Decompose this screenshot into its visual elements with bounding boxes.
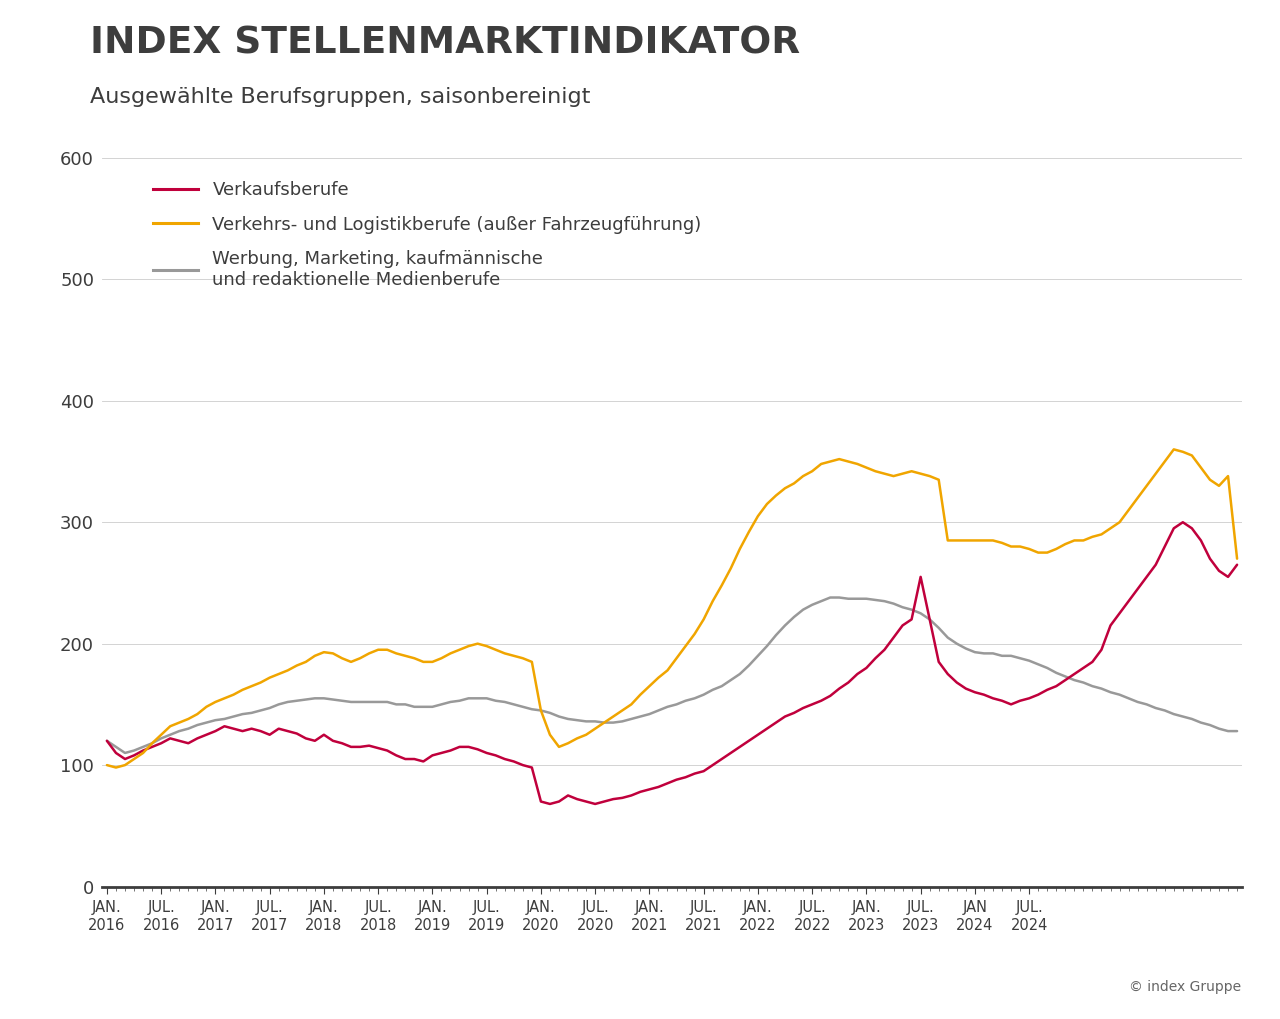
Text: Ausgewählte Berufsgruppen, saisonbereinigt: Ausgewählte Berufsgruppen, saisonbereini… [90,87,590,107]
Text: © index Gruppe: © index Gruppe [1129,979,1242,994]
Text: INDEX STELLENMARKTINDIKATOR: INDEX STELLENMARKTINDIKATOR [90,25,800,61]
Legend: Verkaufsberufe, Verkehrs- und Logistikberufe (außer Fahrzeugführung), Werbung, M: Verkaufsberufe, Verkehrs- und Logistikbe… [146,174,709,296]
